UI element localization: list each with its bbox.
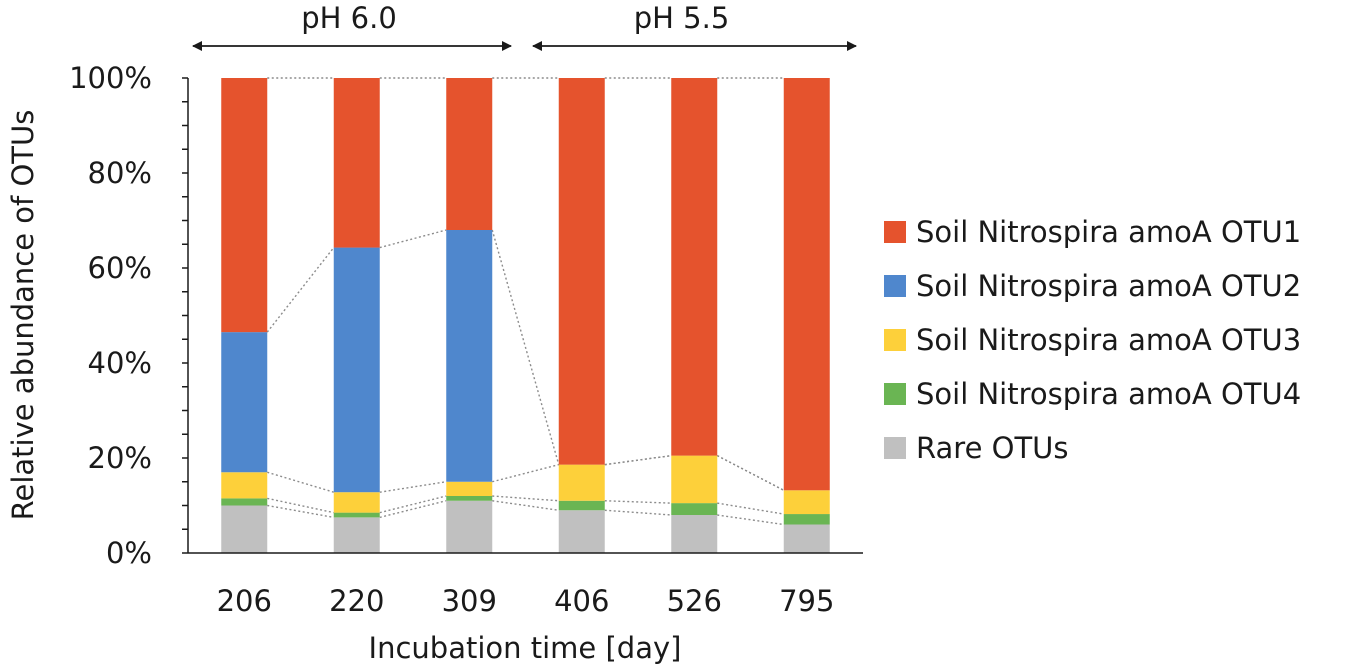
bar-segment-soil-nitrospira-amoa-otu1-795 — [783, 78, 830, 491]
legend-item: Soil Nitrospira amoA OTU2 — [884, 259, 1350, 313]
bar-segment-soil-nitrospira-amoa-otu4-795 — [783, 514, 830, 525]
legend: Soil Nitrospira amoA OTU1 Soil Nitrospira… — [884, 205, 1350, 475]
y-tick-label: 0% — [106, 536, 152, 570]
bar-segment-rare-otus-526 — [671, 515, 718, 553]
bar-segment-soil-nitrospira-amoa-otu1-406 — [558, 78, 605, 465]
x-tick-label: 795 — [779, 584, 834, 618]
legend-swatch — [884, 329, 906, 351]
connector-line — [604, 500, 672, 504]
connector-line — [379, 495, 447, 514]
legend-item: Soil Nitrospira amoA OTU3 — [884, 313, 1350, 367]
bar-segment-soil-nitrospira-amoa-otu3-526 — [671, 455, 718, 504]
connector-line — [266, 247, 335, 333]
x-tick-label: 220 — [329, 584, 384, 618]
legend-label: Soil Nitrospira amoA OTU2 — [916, 269, 1302, 303]
bar-segment-soil-nitrospira-amoa-otu4-406 — [558, 500, 605, 511]
legend-swatch — [884, 383, 906, 405]
bar-segment-soil-nitrospira-amoa-otu3-795 — [783, 490, 830, 515]
ph-annotations: pH 6.0 pH 5.5 — [192, 1, 857, 51]
legend-label: Soil Nitrospira amoA OTU3 — [916, 323, 1302, 357]
y-axis-title: Relative abundance of OTUs — [6, 110, 40, 521]
connector-line — [379, 229, 447, 249]
bar-segment-soil-nitrospira-amoa-otu3-220 — [333, 492, 380, 513]
bar-segment-rare-otus-220 — [333, 517, 380, 553]
bar-segment-soil-nitrospira-amoa-otu4-206 — [221, 498, 268, 506]
bar-segment-soil-nitrospira-amoa-otu4-526 — [671, 503, 718, 515]
connector-line — [716, 455, 785, 491]
bar-segment-rare-otus-406 — [558, 510, 605, 553]
connector-line — [604, 509, 672, 516]
legend-item: Soil Nitrospira amoA OTU4 — [884, 367, 1350, 421]
x-axis-title: Incubation time [day] — [369, 631, 682, 665]
connector-line — [491, 229, 560, 465]
x-tick-label: 206 — [217, 584, 272, 618]
bar-segment-rare-otus-795 — [783, 524, 830, 553]
connector-line — [267, 504, 334, 519]
bar-segment-soil-nitrospira-amoa-otu1-206 — [221, 78, 268, 333]
y-tick-label: 40% — [88, 346, 152, 380]
ph-label: pH 5.5 — [634, 1, 730, 35]
bar-segment-soil-nitrospira-amoa-otu3-206 — [221, 472, 268, 499]
legend-label: Soil Nitrospira amoA OTU4 — [916, 377, 1302, 411]
connector-line — [492, 463, 559, 483]
bar-segment-soil-nitrospira-amoa-otu4-309 — [446, 496, 493, 501]
bar-segment-soil-nitrospira-amoa-otu4-220 — [333, 512, 380, 518]
bar-segment-rare-otus-309 — [446, 500, 493, 553]
bar-segment-soil-nitrospira-amoa-otu1-220 — [333, 78, 380, 248]
y-tick-label: 60% — [88, 251, 152, 285]
connector-line — [604, 454, 672, 466]
connector-line — [717, 502, 784, 515]
bar-segment-soil-nitrospira-amoa-otu1-526 — [671, 78, 718, 456]
y-tick-label: 20% — [88, 441, 152, 475]
bar-segment-soil-nitrospira-amoa-otu1-309 — [446, 78, 493, 230]
bar-segment-soil-nitrospira-amoa-otu3-309 — [446, 481, 493, 496]
bar-segment-soil-nitrospira-amoa-otu2-309 — [446, 230, 493, 482]
y-tick-label: 100% — [69, 61, 152, 95]
x-tick-label: 406 — [554, 584, 609, 618]
y-tick-label: 80% — [88, 156, 152, 190]
connector-lines — [266, 77, 785, 526]
axes-group: 0% 20% 40% 60% 80% 100% 206 220 309 406 526 795 — [69, 61, 863, 618]
legend-item: Rare OTUs — [884, 421, 1350, 475]
connector-line — [492, 500, 559, 511]
bar-segment-rare-otus-206 — [221, 505, 268, 553]
connector-line — [492, 495, 559, 502]
legend-label: Rare OTUs — [916, 431, 1069, 465]
connector-line — [267, 471, 334, 493]
bar-segment-soil-nitrospira-amoa-otu3-406 — [558, 464, 605, 501]
connector-line — [267, 497, 334, 514]
x-tick-label: 309 — [442, 584, 497, 618]
legend-swatch — [884, 437, 906, 459]
legend-swatch — [884, 275, 906, 297]
connector-line — [717, 514, 784, 526]
ph-label: pH 6.0 — [301, 1, 397, 35]
x-tick-label: 526 — [667, 584, 722, 618]
bar-segment-soil-nitrospira-amoa-otu2-206 — [221, 332, 268, 473]
legend-label: Soil Nitrospira amoA OTU1 — [916, 215, 1302, 249]
connector-line — [379, 500, 447, 519]
bar-segment-soil-nitrospira-amoa-otu2-220 — [333, 247, 380, 493]
legend-swatch — [884, 221, 906, 243]
legend-item: Soil Nitrospira amoA OTU1 — [884, 205, 1350, 259]
bars-group — [221, 78, 830, 553]
connector-line — [379, 481, 447, 493]
